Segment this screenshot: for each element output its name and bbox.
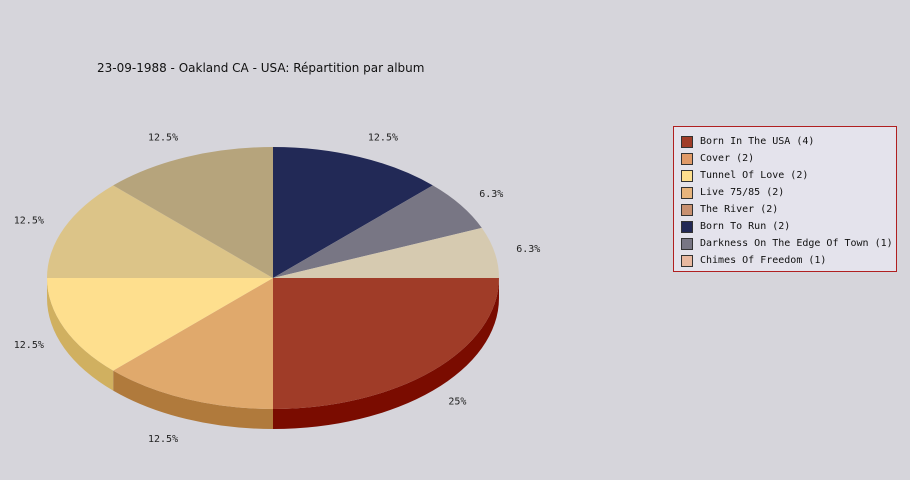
- pie-percent-label-0: 25%: [448, 396, 466, 407]
- legend-label: Darkness On The Edge Of Town (1): [700, 238, 893, 249]
- legend-swatch: [681, 254, 693, 267]
- legend-swatch: [681, 135, 693, 148]
- pie-slice-side-1: [113, 370, 273, 430]
- pie-slice-side-2: [47, 278, 114, 391]
- legend-item: Darkness On The Edge Of Town (1): [681, 235, 896, 252]
- pie-slice-0: [273, 278, 499, 409]
- chart-title: 23-09-1988 - Oakland CA - USA: Répartiti…: [97, 61, 425, 75]
- pie-percent-label-1: 12.5%: [148, 434, 178, 445]
- pie-slice-2: [47, 278, 273, 371]
- pie-slices: [47, 147, 499, 410]
- pie-slice-6: [273, 185, 482, 278]
- legend-item: Born In The USA (4): [681, 133, 896, 150]
- legend-swatch: [681, 220, 693, 233]
- pie-slice-1: [113, 278, 273, 410]
- legend-label: The River (2): [700, 204, 779, 215]
- legend-swatch: [681, 186, 693, 199]
- legend-item: Cover (2): [681, 150, 896, 167]
- legend-label: Cover (2): [700, 153, 755, 164]
- pie-percent-label-2: 12.5%: [14, 340, 44, 351]
- pie-slice-side-0: [273, 278, 499, 429]
- legend-swatch: [681, 237, 693, 250]
- pie-percent-label-4: 12.5%: [148, 133, 178, 144]
- pie-sides: [47, 278, 499, 430]
- legend-label: Tunnel Of Love (2): [700, 170, 809, 181]
- pie-slice-4: [113, 147, 273, 278]
- legend-item: Tunnel Of Love (2): [681, 167, 896, 184]
- legend-item: The River (2): [681, 201, 896, 218]
- pie-percent-label-6: 6.3%: [479, 189, 503, 200]
- legend-swatch: [681, 152, 693, 165]
- pie-percent-label-7: 6.3%: [516, 244, 540, 255]
- legend-item: Live 75/85 (2): [681, 184, 896, 201]
- legend-item: Chimes Of Freedom (1): [681, 252, 896, 269]
- legend-label: Chimes Of Freedom (1): [700, 255, 827, 266]
- pie-labels: 25% 12.5% 12.5% 12.5% 12.5% 12.5% 6.3% 6.3%: [14, 133, 541, 445]
- pie-percent-label-3: 12.5%: [14, 215, 44, 226]
- pie-slice-3: [47, 185, 273, 278]
- legend-label: Born To Run (2): [700, 221, 791, 232]
- pie-percent-label-5: 12.5%: [368, 133, 398, 144]
- legend-item: Born To Run (2): [681, 218, 896, 235]
- pie-slice-5: [273, 147, 433, 278]
- legend-swatch: [681, 169, 693, 182]
- legend-label: Born In The USA (4): [700, 136, 815, 147]
- legend-swatch: [681, 203, 693, 216]
- pie-slice-7: [273, 227, 499, 278]
- legend-label: Live 75/85 (2): [700, 187, 785, 198]
- legend: Born In The USA (4) Cover (2) Tunnel Of Lo…: [673, 126, 897, 272]
